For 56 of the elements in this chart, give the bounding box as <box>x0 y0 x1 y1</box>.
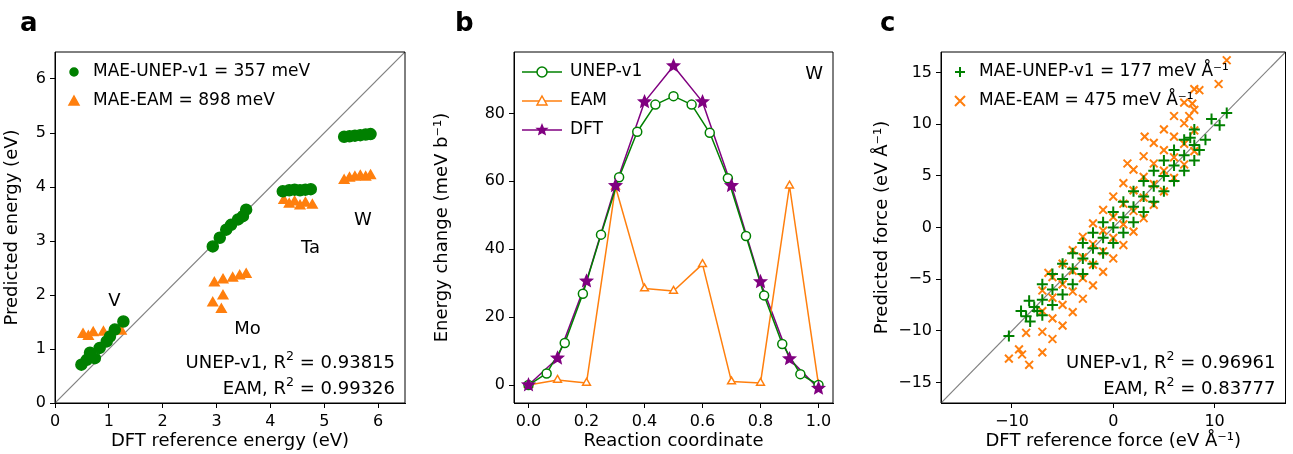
y-axis-title: Predicted energy (eV) <box>0 129 22 326</box>
y-tick-label: 60 <box>484 170 505 190</box>
x-tick-label: 0 <box>49 410 61 430</box>
y-tick-label: 40 <box>484 238 505 258</box>
y-tick-label: 4 <box>35 176 46 196</box>
y-tick-label: 0 <box>35 392 46 412</box>
x-tick-label: 0.6 <box>689 410 716 430</box>
x-tick-label: 5 <box>319 410 330 430</box>
x-axis-title: DFT reference force (eV Å⁻¹) <box>985 428 1242 450</box>
y-axis-title: Energy change (meV b⁻¹) <box>430 112 452 343</box>
x-tick-label: 2 <box>157 410 168 430</box>
chart-title: c <box>880 6 896 37</box>
x-tick-label: −10 <box>995 410 1029 430</box>
y-tick-label: 5 <box>921 165 932 185</box>
annotation: W <box>805 61 824 83</box>
y-tick-label: 2 <box>35 284 46 304</box>
legend-label: MAE-EAM = 898 meV <box>93 89 276 110</box>
x-tick-label: 0.2 <box>573 410 600 430</box>
y-axis-title: Predicted force (eV Å⁻¹) <box>870 120 892 335</box>
legend-label: MAE-EAM = 475 meV Å⁻¹ <box>979 88 1194 110</box>
y-tick-label: −5 <box>908 268 932 288</box>
y-tick-label: 80 <box>484 102 505 122</box>
x-tick-label: 1 <box>103 410 114 430</box>
x-tick-label: 0 <box>1108 410 1119 430</box>
annotation: Mo <box>234 316 261 338</box>
y-tick-label: 6 <box>35 68 46 88</box>
chart-title: a <box>20 6 38 37</box>
x-tick-label: 10 <box>1204 410 1225 430</box>
y-tick-label: 15 <box>911 61 932 81</box>
y-tick-label: 3 <box>35 230 46 250</box>
y-tick-label: −10 <box>898 319 932 339</box>
chart-title: b <box>455 6 474 37</box>
y-tick-label: 20 <box>484 306 505 326</box>
x-tick-label: 4 <box>265 410 276 430</box>
x-axis-title: Reaction coordinate <box>583 428 764 450</box>
legend-label: UNEP-v1 <box>570 60 643 81</box>
y-tick-label: 1 <box>35 338 46 358</box>
x-tick-label: 0.4 <box>631 410 658 430</box>
annotation: Ta <box>299 236 321 258</box>
legend-label: DFT <box>570 118 604 139</box>
x-axis-title: DFT reference energy (eV) <box>110 428 350 450</box>
y-tick-label: −15 <box>898 371 932 391</box>
annotation: W <box>354 208 373 230</box>
annotation: V <box>108 288 122 310</box>
y-tick-label: 0 <box>494 374 505 394</box>
y-tick-label: 0 <box>921 216 932 236</box>
legend-label: MAE-UNEP-v1 = 357 meV <box>93 60 311 81</box>
legend-label: MAE-UNEP-v1 = 177 meV Å⁻¹ <box>979 59 1229 81</box>
y-tick-label: 5 <box>35 122 46 142</box>
x-tick-label: 0.8 <box>747 410 774 430</box>
x-tick-label: 1.0 <box>805 410 832 430</box>
y-tick-label: 10 <box>911 113 932 133</box>
x-tick-label: 0.0 <box>515 410 542 430</box>
x-tick-label: 6 <box>372 410 384 430</box>
x-tick-label: 3 <box>211 410 222 430</box>
legend-label: EAM <box>570 89 608 110</box>
